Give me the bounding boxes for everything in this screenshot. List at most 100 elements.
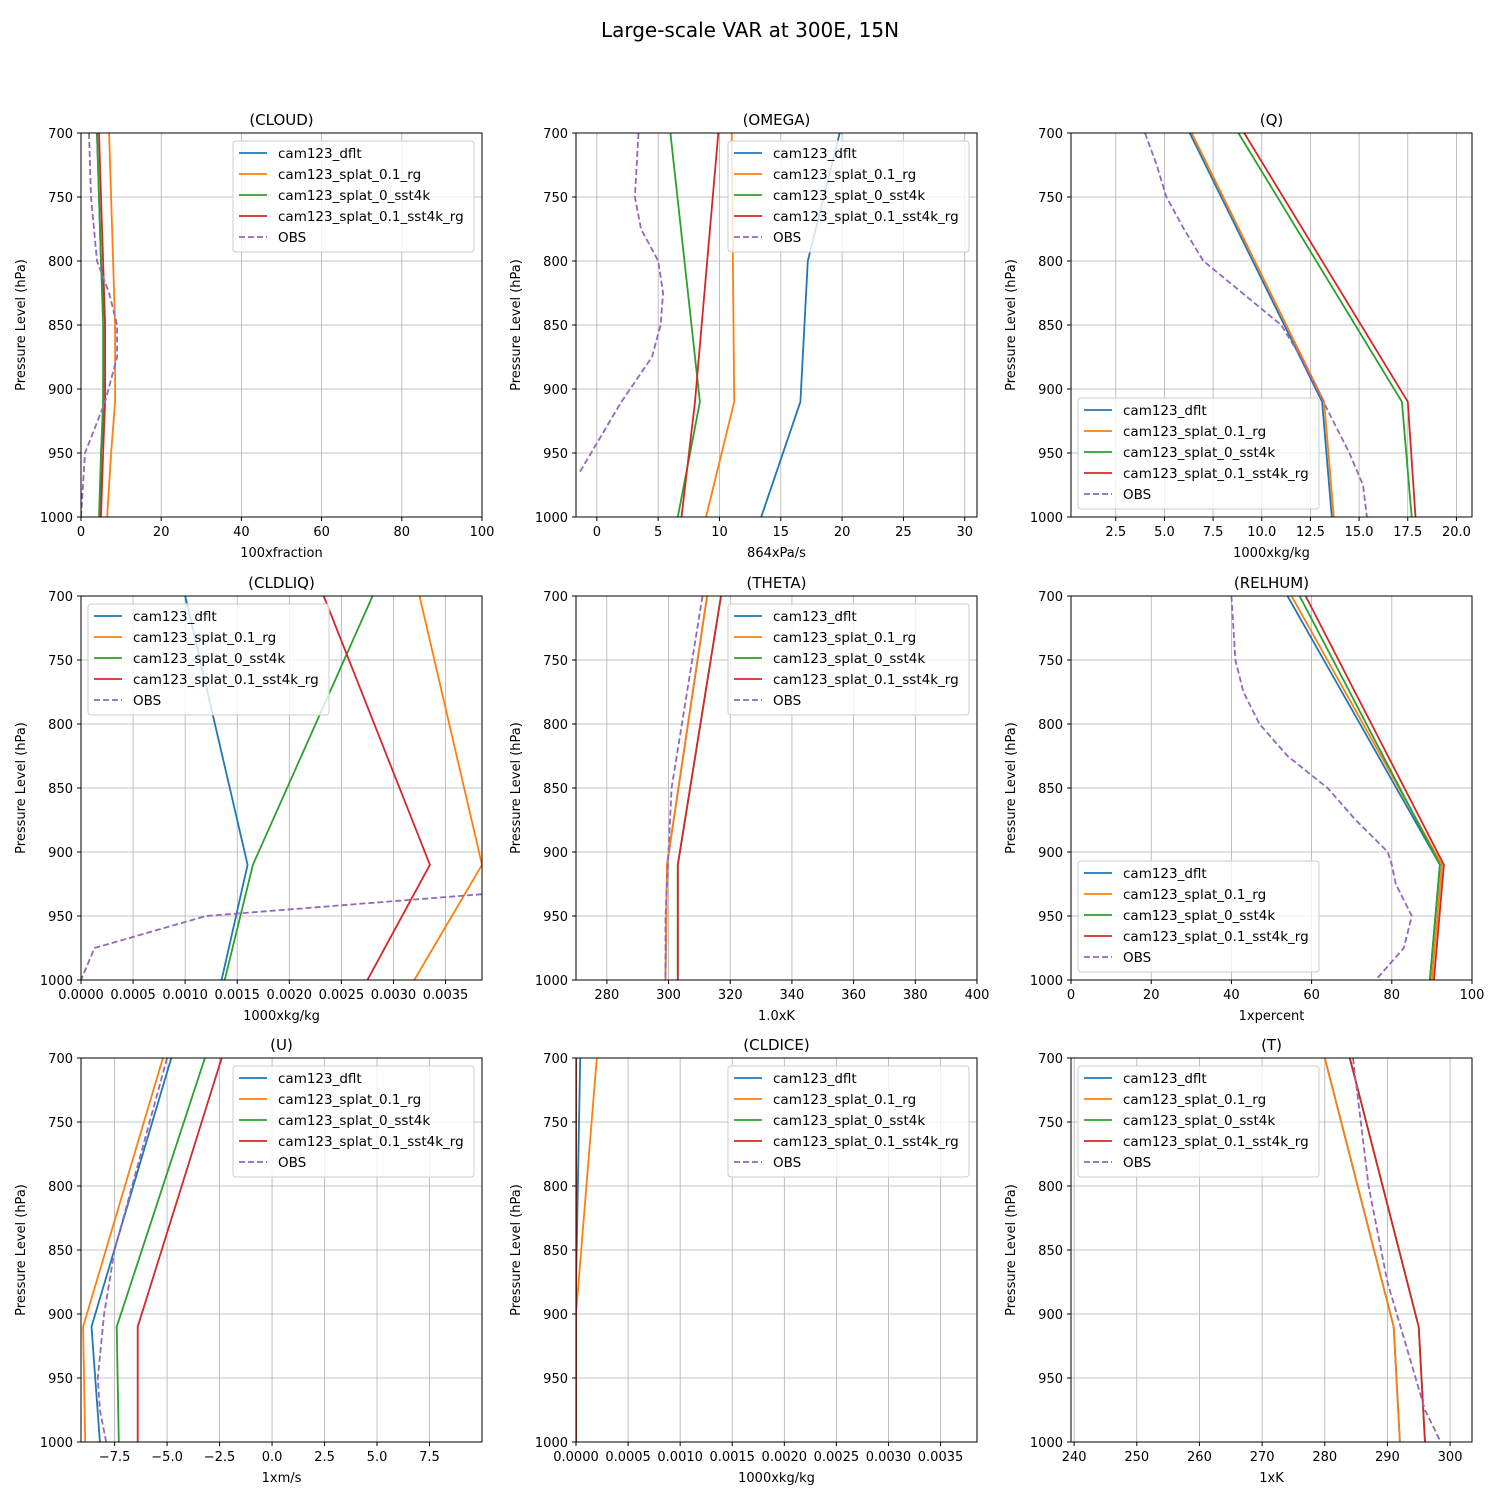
legend-box xyxy=(727,140,970,253)
legend-label: OBS xyxy=(278,230,306,246)
legend-label: cam123_splat_0.1_sst4k_rg xyxy=(133,672,319,688)
x-tick-label: 20 xyxy=(1143,988,1160,1003)
y-tick-label: 800 xyxy=(543,718,568,733)
y-tick-label: 1000 xyxy=(535,974,568,989)
series-line-cam123-splat-0-sst4k xyxy=(223,596,374,980)
series-line-cam123-splat-0-1-sst4k-rg xyxy=(1243,133,1417,517)
x-tick-label: 0.0000 xyxy=(58,988,104,1003)
y-axis-label: Pressure Level (hPa) xyxy=(509,722,524,854)
legend: cam123_dflt cam123_splat_0.1_rg cam123_spl… xyxy=(727,1065,970,1178)
legend: cam123_dflt cam123_splat_0.1_rg cam123_spl… xyxy=(1077,397,1320,510)
x-tick-label: 340 xyxy=(780,988,805,1003)
y-axis-label: Pressure Level (hPa) xyxy=(14,259,29,391)
y-tick-label: 700 xyxy=(543,127,568,142)
y-tick-label: 700 xyxy=(48,1052,73,1067)
series-line-obs xyxy=(578,133,664,473)
legend-label: cam123_splat_0.1_rg xyxy=(1123,1092,1266,1108)
x-axis-label: 1xpercent xyxy=(1239,1009,1305,1024)
legend: cam123_dflt cam123_splat_0.1_rg cam123_spl… xyxy=(727,140,970,253)
legend-label: cam123_splat_0.1_rg xyxy=(278,167,421,183)
x-tick-label: 0.0010 xyxy=(657,1450,703,1465)
legend-label: cam123_splat_0.1_sst4k_rg xyxy=(773,1134,959,1150)
legend-label: cam123_splat_0_sst4k xyxy=(278,188,430,204)
series-line-cam123-dflt xyxy=(90,1058,173,1442)
legend: cam123_dflt cam123_splat_0.1_rg cam123_spl… xyxy=(1077,860,1320,973)
x-tick-label: 270 xyxy=(1250,1450,1275,1465)
y-tick-label: 950 xyxy=(543,910,568,925)
legend-label: cam123_dflt xyxy=(1123,866,1207,882)
y-tick-label: 800 xyxy=(543,255,568,270)
legend-label: cam123_splat_0.1_sst4k_rg xyxy=(1123,466,1309,482)
legend-label: cam123_dflt xyxy=(133,609,217,625)
panel-cldliq: 0.0000 0.0005 0.0010 0.0015 0.0020 0.0025 0.00… xyxy=(14,574,483,1024)
legend-label: cam123_splat_0.1_rg xyxy=(133,630,276,646)
x-tick-label: 0.0015 xyxy=(214,988,260,1003)
y-tick-label: 750 xyxy=(543,191,568,206)
x-tick-label: 15.0 xyxy=(1345,525,1374,540)
legend-label: OBS xyxy=(773,1155,801,1171)
x-tick-label: 0.0025 xyxy=(319,988,365,1003)
x-axis-label: 1000xkg/kg xyxy=(738,1471,815,1486)
panel-u: −7.5 −5.0 −2.5 0.0 2.5 5.0 7.5 700 750 800 850 900 9… xyxy=(14,1036,483,1486)
legend-box xyxy=(727,603,970,716)
legend-label: OBS xyxy=(773,693,801,709)
y-axis-label: Pressure Level (hPa) xyxy=(14,722,29,854)
y-tick-label: 900 xyxy=(543,383,568,398)
series-line-cam123-dflt xyxy=(576,1058,582,1442)
x-tick-label: 0.0030 xyxy=(866,1450,912,1465)
series-line-cam123-splat-0-1-sst4k-rg xyxy=(1304,596,1445,980)
legend-label: cam123_dflt xyxy=(1123,403,1207,419)
x-tick-label: 20 xyxy=(834,525,851,540)
x-tick-label: 10 xyxy=(711,525,728,540)
x-tick-label: 380 xyxy=(903,988,928,1003)
legend-label: OBS xyxy=(1123,1155,1151,1171)
x-tick-label: 300 xyxy=(656,988,681,1003)
y-axis-label: Pressure Level (hPa) xyxy=(509,1184,524,1316)
y-tick-label: 900 xyxy=(48,383,73,398)
legend-box xyxy=(727,1065,970,1178)
legend-label: OBS xyxy=(278,1155,306,1171)
legend: cam123_dflt cam123_splat_0.1_rg cam123_spl… xyxy=(232,1065,475,1178)
x-tick-label: 17.5 xyxy=(1393,525,1422,540)
x-tick-label: 20.0 xyxy=(1442,525,1471,540)
y-tick-label: 750 xyxy=(48,191,73,206)
legend-label: cam123_dflt xyxy=(773,1071,857,1087)
x-tick-label: 0.0005 xyxy=(605,1450,651,1465)
x-tick-label: 7.5 xyxy=(1203,525,1224,540)
y-tick-label: 850 xyxy=(543,1244,568,1259)
y-tick-label: 950 xyxy=(1038,910,1063,925)
x-tick-label: 0.0035 xyxy=(918,1450,964,1465)
y-tick-label: 800 xyxy=(48,718,73,733)
x-tick-label: −7.5 xyxy=(99,1450,131,1465)
y-tick-label: 800 xyxy=(1038,718,1063,733)
legend-label: cam123_splat_0.1_rg xyxy=(773,167,916,183)
y-tick-label: 900 xyxy=(1038,383,1063,398)
series-line-cam123-splat-0-sst4k xyxy=(1237,133,1413,517)
series-line-cam123-splat-0-1-sst4k-rg xyxy=(98,133,106,517)
series-line-cam123-splat-0-1-sst4k-rg xyxy=(680,133,720,517)
panel-title: (Q) xyxy=(1260,111,1284,129)
x-tick-label: 20 xyxy=(153,525,170,540)
series-line-cam123-splat-0-1-sst4k-rg xyxy=(136,1058,223,1442)
x-tick-label: 40 xyxy=(233,525,250,540)
x-tick-label: 0.0035 xyxy=(423,988,469,1003)
x-tick-label: 290 xyxy=(1375,1450,1400,1465)
x-tick-label: −2.5 xyxy=(204,1450,236,1465)
y-tick-label: 1000 xyxy=(535,511,568,526)
x-axis-label: 100xfraction xyxy=(240,546,322,561)
x-tick-label: 0.0 xyxy=(262,1450,283,1465)
legend-label: cam123_splat_0_sst4k xyxy=(133,651,285,667)
y-tick-label: 900 xyxy=(48,846,73,861)
y-tick-label: 1000 xyxy=(1030,511,1063,526)
y-tick-label: 950 xyxy=(48,1372,73,1387)
panel-cloud: 0 20 40 60 80 100 700 750 800 850 900 950 1000 (CLOUD… xyxy=(14,111,494,561)
y-tick-label: 950 xyxy=(48,910,73,925)
series-line-obs xyxy=(664,596,704,980)
x-tick-label: 0.0000 xyxy=(553,1450,599,1465)
panel-title: (THETA) xyxy=(747,574,807,592)
legend-label: cam123_dflt xyxy=(1123,1071,1207,1087)
x-tick-label: 10.0 xyxy=(1247,525,1276,540)
y-tick-label: 750 xyxy=(1038,654,1063,669)
x-axis-label: 864xPa/s xyxy=(747,546,806,561)
y-axis-label: Pressure Level (hPa) xyxy=(1004,259,1019,391)
